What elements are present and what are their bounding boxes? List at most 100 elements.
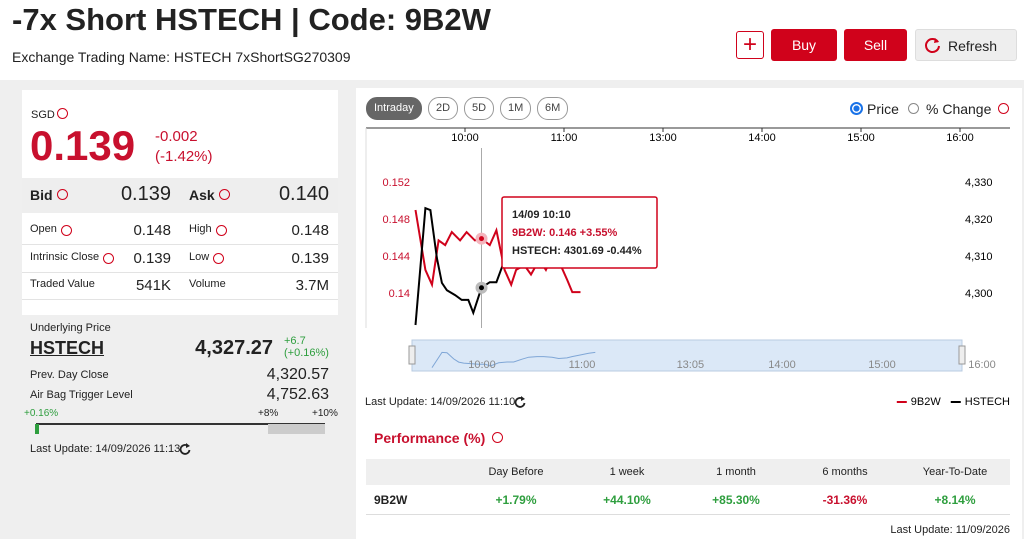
refresh-icon[interactable] bbox=[179, 443, 191, 455]
mode-label[interactable]: % Change bbox=[926, 101, 992, 117]
underlying-price: 4,327.27 bbox=[195, 337, 273, 359]
navigator-label: 15:00 bbox=[868, 359, 896, 371]
info-icon[interactable] bbox=[492, 432, 503, 443]
x-tick-label: 11:00 bbox=[551, 132, 578, 144]
stat-label: High bbox=[189, 223, 212, 235]
stat-value: 0.148 bbox=[291, 222, 329, 239]
sell-button[interactable]: Sell bbox=[844, 29, 907, 61]
column-header: 1 week bbox=[609, 466, 645, 478]
tooltip-box bbox=[501, 196, 658, 269]
stat-value: 0.140 bbox=[278, 183, 329, 205]
navigator-label: 14:00 bbox=[768, 359, 796, 371]
range-tab[interactable]: 2D bbox=[428, 97, 459, 120]
navigator-handle bbox=[958, 345, 966, 365]
info-icon[interactable] bbox=[61, 225, 72, 236]
legend-label: 9B2W bbox=[911, 396, 942, 408]
stat-label: Bid bbox=[30, 187, 53, 203]
info-icon[interactable] bbox=[216, 225, 227, 236]
stat-value: 0.139 bbox=[133, 250, 171, 267]
row-name: 9B2W bbox=[374, 493, 408, 507]
y2-tick-label: 4,320 bbox=[965, 214, 993, 226]
stat-label: Low bbox=[189, 251, 210, 263]
last-update: Last Update: 14/09/2026 11:13 bbox=[30, 443, 181, 455]
y2-tick-label: 4,330 bbox=[965, 177, 993, 189]
page-title: -7x Short HSTECH | Code: 9B2W bbox=[12, 2, 491, 37]
scale-label: +10% bbox=[312, 408, 338, 419]
currency: SGD bbox=[31, 109, 55, 121]
navigator-label: 13:05 bbox=[677, 359, 705, 371]
x-tick-label: 13:00 bbox=[649, 132, 677, 144]
stat-value: 541K bbox=[135, 277, 171, 294]
refresh-icon[interactable] bbox=[514, 396, 526, 408]
column-header: 1 month bbox=[716, 466, 756, 478]
stat-label: Intrinsic Close bbox=[30, 251, 100, 263]
bid-ask-row bbox=[22, 178, 338, 213]
hover-dot bbox=[479, 285, 484, 291]
hover-dot bbox=[479, 236, 484, 242]
underlying-box bbox=[22, 315, 338, 465]
table-rule bbox=[366, 514, 1010, 515]
column-header: Year-To-Date bbox=[922, 466, 988, 478]
info-icon[interactable] bbox=[57, 189, 68, 200]
tooltip-line: 14/09 10:10 bbox=[512, 209, 571, 221]
scale-zone bbox=[268, 424, 325, 434]
column-header: 6 months bbox=[822, 466, 868, 478]
performance-title: Performance (%) bbox=[374, 430, 486, 446]
range-tab[interactable]: 1M bbox=[500, 97, 532, 120]
stat-value: 0.148 bbox=[133, 222, 171, 239]
price-change-pct: (-1.42%) bbox=[155, 148, 213, 165]
row-label: Air Bag Trigger Level bbox=[30, 389, 133, 401]
radio-selected[interactable] bbox=[850, 102, 863, 115]
underlying-name[interactable]: HSTECH bbox=[30, 338, 105, 358]
navigator-label: 11:00 bbox=[569, 359, 596, 371]
stat-label: Volume bbox=[189, 278, 226, 290]
performance-value: +85.30% bbox=[712, 493, 760, 507]
info-icon[interactable] bbox=[213, 253, 224, 264]
range-tab[interactable]: 5D bbox=[464, 97, 495, 120]
price: 0.139 bbox=[30, 122, 136, 169]
row-value: 4,320.57 bbox=[266, 366, 329, 383]
navigator-handle bbox=[408, 345, 416, 365]
y-tick-label: 0.148 bbox=[382, 214, 410, 226]
range-tab[interactable]: Intraday bbox=[366, 97, 422, 120]
refresh-button[interactable]: Refresh bbox=[915, 29, 1017, 61]
performance-value: -31.36% bbox=[822, 493, 868, 507]
row-rule bbox=[22, 272, 338, 273]
y2-tick-label: 4,300 bbox=[965, 288, 993, 300]
range-tab[interactable]: 6M bbox=[537, 97, 569, 120]
stat-label: Traded Value bbox=[30, 278, 95, 290]
info-icon[interactable] bbox=[57, 108, 68, 119]
price-change: -0.002 bbox=[155, 128, 198, 145]
scale-label: +8% bbox=[258, 408, 279, 419]
scale-marker bbox=[35, 424, 39, 434]
stat-value: 0.139 bbox=[291, 250, 329, 267]
navigator-line bbox=[431, 351, 596, 368]
column-header: Day Before bbox=[488, 466, 544, 478]
underlying-change-pct: (+0.16%) bbox=[284, 347, 329, 359]
performance-value: +1.79% bbox=[495, 493, 537, 507]
row-label: Prev. Day Close bbox=[30, 369, 109, 381]
stat-label: Open bbox=[30, 223, 57, 235]
tooltip-line: HSTECH: 4301.69 -0.44% bbox=[512, 245, 642, 257]
info-icon[interactable] bbox=[103, 253, 114, 264]
scale-line bbox=[36, 423, 325, 425]
scale-label: +0.16% bbox=[24, 408, 59, 419]
add-button[interactable]: + bbox=[736, 31, 764, 59]
info-icon[interactable] bbox=[219, 189, 230, 200]
mode-label[interactable]: Price bbox=[867, 101, 899, 117]
underlying-change: +6.7 bbox=[284, 335, 306, 347]
y-tick-label: 0.14 bbox=[389, 288, 410, 300]
y2-tick-label: 4,310 bbox=[965, 251, 993, 263]
stat-value: 0.139 bbox=[120, 183, 171, 205]
info-icon[interactable] bbox=[998, 103, 1009, 114]
x-tick-label: 15:00 bbox=[847, 132, 875, 144]
y-tick-label: 0.144 bbox=[382, 251, 410, 263]
subtitle: Exchange Trading Name: HSTECH 7xShortSG2… bbox=[12, 49, 351, 65]
navigator-label: 16:00 bbox=[968, 359, 996, 371]
buy-button[interactable]: Buy bbox=[771, 29, 837, 61]
row-rule bbox=[22, 244, 338, 245]
refresh-icon bbox=[925, 38, 940, 53]
radio[interactable] bbox=[908, 103, 919, 114]
